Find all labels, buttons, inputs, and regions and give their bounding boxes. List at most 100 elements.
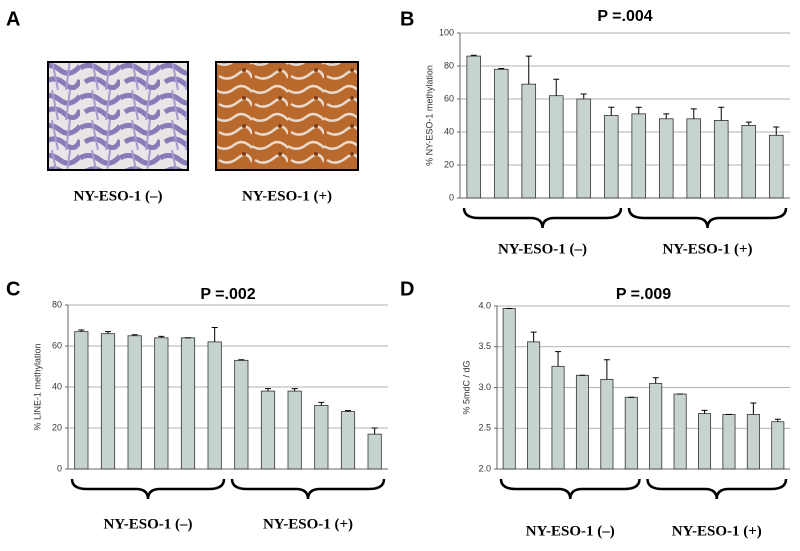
- y-tick-label: 20: [52, 422, 62, 432]
- error-bar: [773, 126, 780, 136]
- bar: [502, 308, 516, 470]
- chart-title: P =.002: [200, 286, 255, 303]
- error-bar: [498, 67, 505, 70]
- bar: [698, 413, 712, 470]
- error-bar: [78, 329, 85, 332]
- group-label: NY-ESO-1 (–): [526, 523, 615, 539]
- error-bar: [553, 78, 560, 96]
- error-bar: [105, 331, 111, 334]
- error-bar: [750, 402, 757, 415]
- y-tick-label: 80: [52, 299, 62, 309]
- error-bar: [158, 335, 165, 338]
- panel-letter: C: [6, 278, 20, 300]
- y-tick-label: 60: [444, 93, 454, 103]
- y-tick-label: 3.0: [478, 382, 491, 392]
- error-bar: [318, 401, 325, 406]
- group-label: NY-ESO-1 (+): [662, 241, 752, 257]
- bar: [100, 333, 116, 470]
- bar: [741, 125, 757, 199]
- image-label: NY-ESO-1 (+): [242, 188, 332, 204]
- error-bar: [470, 54, 477, 57]
- bar: [658, 118, 674, 199]
- bar: [631, 113, 647, 199]
- error-bar: [603, 359, 610, 380]
- bar: [746, 413, 760, 470]
- bar: [603, 115, 619, 199]
- bar: [576, 98, 592, 199]
- bar: [649, 383, 663, 470]
- error-bar: [265, 388, 271, 392]
- bar: [551, 365, 565, 470]
- micrograph: [215, 61, 359, 171]
- bar: [180, 337, 196, 470]
- error-bar: [652, 377, 659, 384]
- error-bar: [238, 359, 245, 361]
- error-bar: [718, 106, 725, 121]
- y-tick-label: 2.0: [478, 463, 491, 473]
- bar: [771, 421, 785, 470]
- panel-letter: D: [400, 278, 414, 300]
- bar: [260, 390, 276, 470]
- y-axis-label: % 5mdC / dG: [461, 360, 471, 414]
- y-tick-label: 80: [444, 60, 454, 70]
- micrograph: [47, 61, 189, 171]
- y-axis-label: % NY-ESO-1 methylation: [424, 65, 434, 166]
- error-bar: [131, 334, 138, 336]
- image-label: NY-ESO-1 (–): [73, 188, 162, 204]
- error-bar: [291, 388, 298, 392]
- y-tick-label: 60: [52, 340, 62, 350]
- y-tick-label: 20: [444, 159, 454, 169]
- error-bar: [555, 351, 562, 367]
- brace: [499, 478, 641, 500]
- bar: [768, 134, 784, 199]
- bar: [466, 55, 482, 199]
- brace: [627, 207, 788, 229]
- error-bar: [701, 409, 708, 414]
- brace: [646, 478, 788, 500]
- bar: [493, 68, 509, 199]
- y-axis-label: % LINE-1 methylation: [32, 343, 42, 430]
- bar: [234, 359, 249, 470]
- bar: [287, 390, 302, 470]
- panel-letter: A: [6, 8, 20, 30]
- bar: [314, 405, 329, 470]
- y-tick-label: 3.5: [478, 341, 491, 351]
- y-tick-label: 0: [57, 463, 62, 473]
- bar: [207, 341, 222, 470]
- chart-title: P =.009: [616, 286, 671, 303]
- brace: [230, 478, 386, 500]
- chart-title: P =.004: [597, 8, 652, 25]
- error-bar: [345, 410, 351, 412]
- error-bar: [530, 331, 537, 342]
- brace: [462, 207, 623, 229]
- y-tick-label: 40: [444, 126, 454, 136]
- group-label: NY-ESO-1 (+): [263, 516, 353, 532]
- bar: [74, 331, 89, 470]
- y-tick-label: 4.0: [478, 300, 491, 310]
- error-bar: [635, 106, 642, 114]
- bar: [713, 120, 729, 199]
- y-tick-label: 0: [449, 192, 454, 202]
- group-label: NY-ESO-1 (–): [103, 516, 192, 532]
- bar: [527, 341, 541, 470]
- bar: [600, 378, 614, 470]
- error-bar: [690, 108, 697, 119]
- bar: [624, 396, 638, 470]
- error-bar: [211, 327, 218, 342]
- bar: [367, 433, 382, 470]
- bar: [575, 374, 589, 470]
- bar: [521, 83, 537, 199]
- y-tick-label: 100: [439, 27, 454, 37]
- bar: [340, 411, 356, 470]
- error-bar: [608, 106, 615, 116]
- bar: [154, 337, 169, 470]
- group-label: NY-ESO-1 (–): [498, 241, 587, 257]
- panel-letter: B: [400, 8, 414, 30]
- error-bar: [525, 55, 532, 85]
- error-bar: [774, 418, 781, 422]
- bar: [686, 118, 702, 199]
- error-bar: [663, 113, 670, 119]
- bar: [548, 95, 564, 199]
- bar: [673, 393, 687, 470]
